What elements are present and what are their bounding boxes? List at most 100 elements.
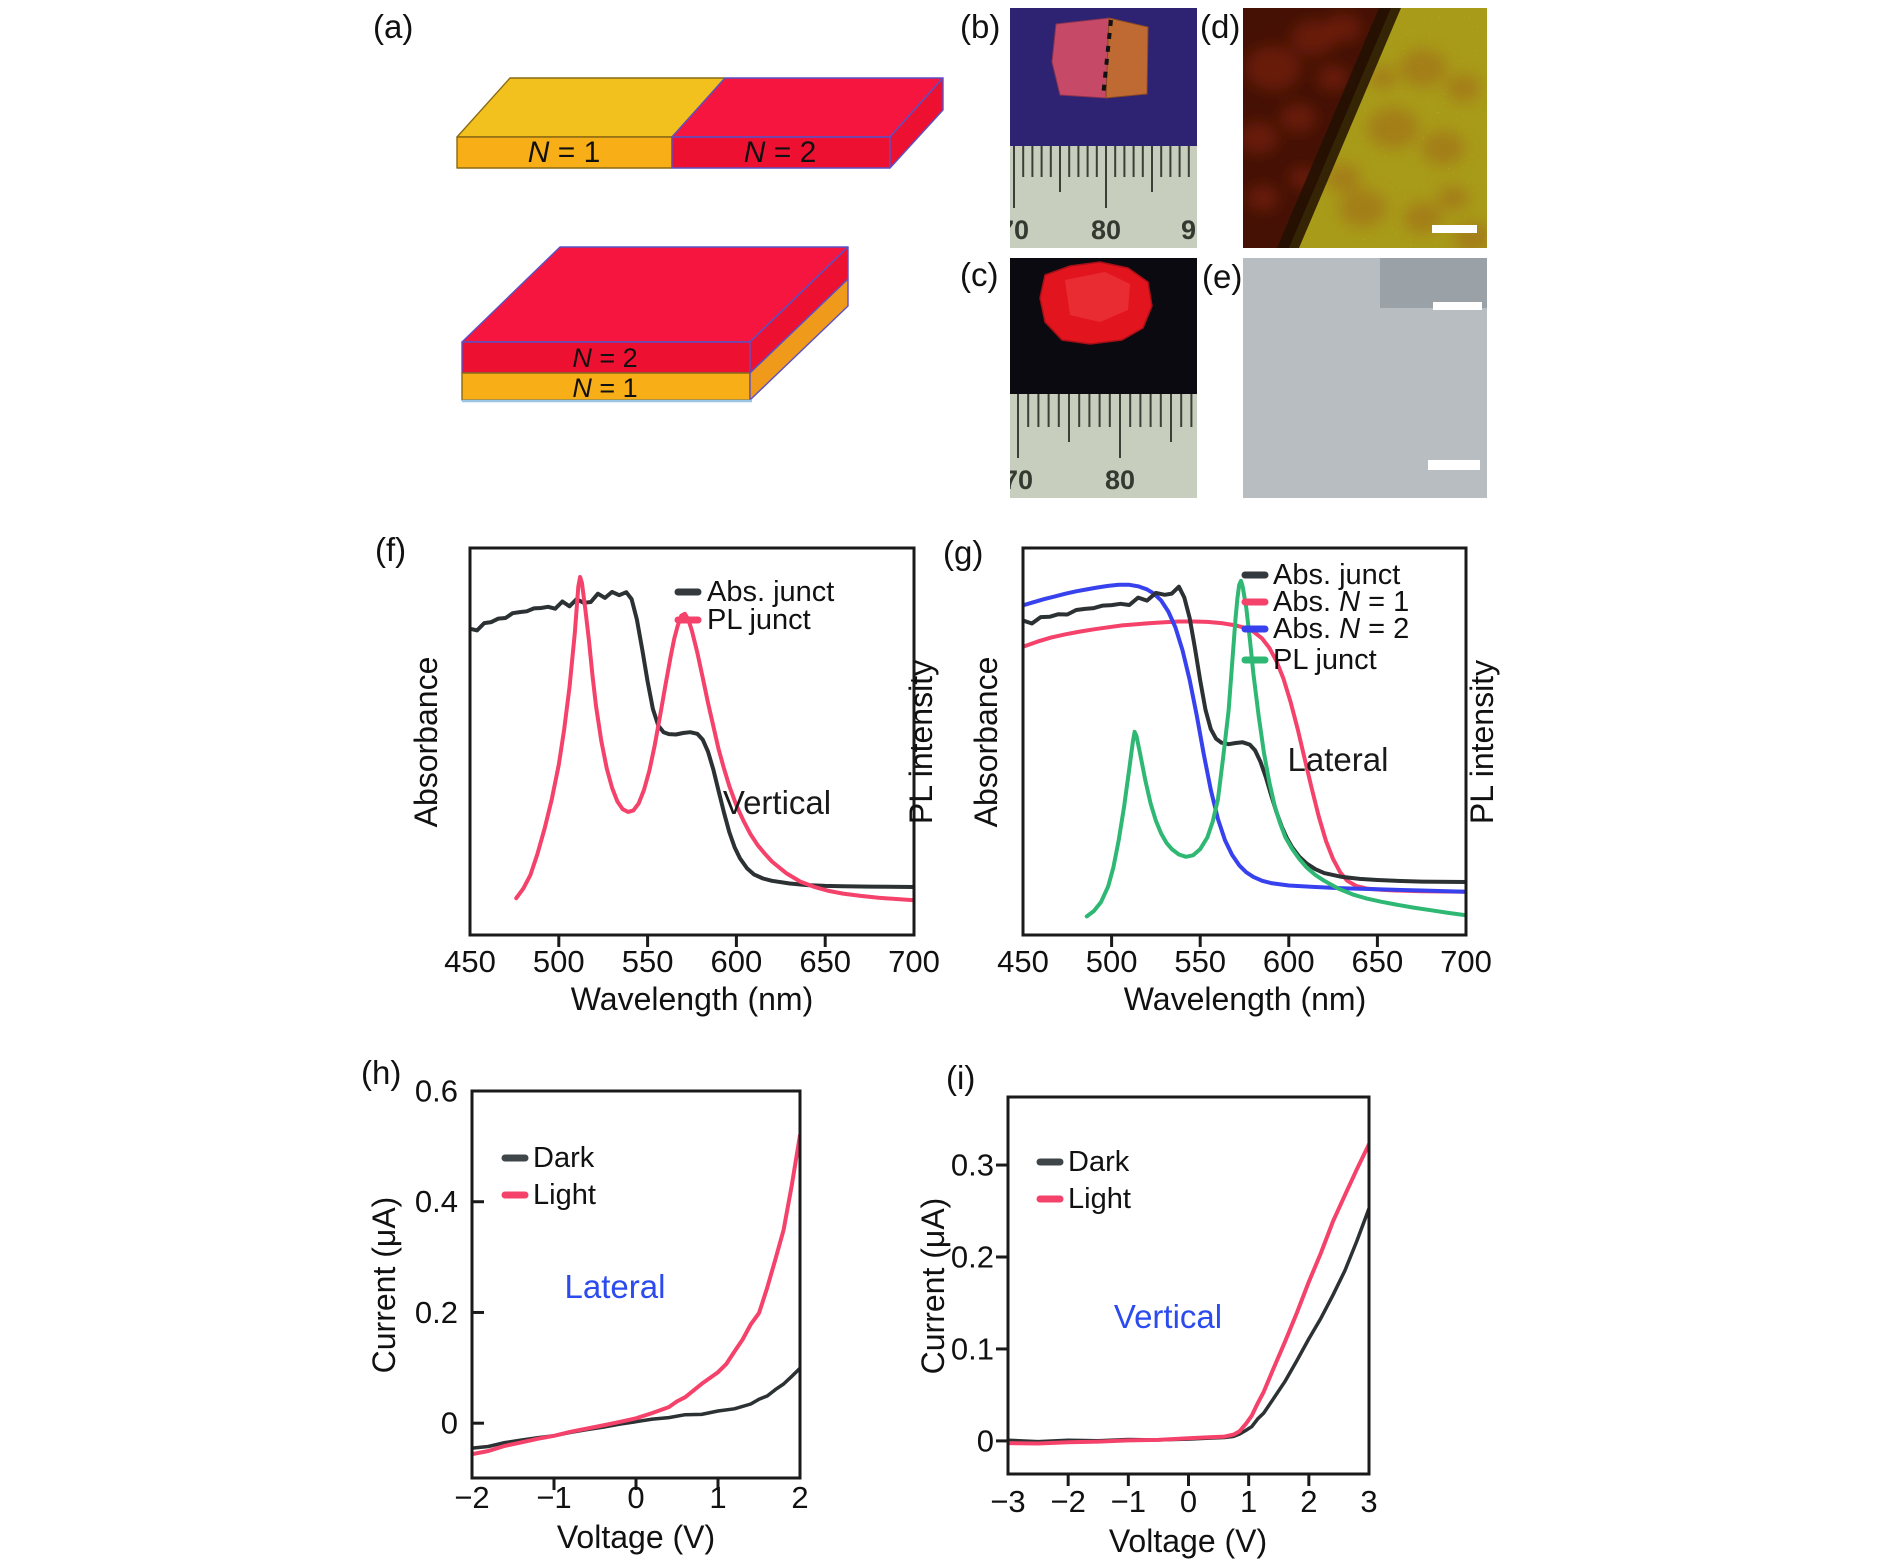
scale-bar bbox=[1432, 225, 1477, 233]
x-tick-label: 1 bbox=[1240, 1484, 1257, 1519]
ruler-b: 70 80 90 bbox=[1010, 146, 1197, 248]
x-tick-label: −1 bbox=[536, 1480, 571, 1515]
x-tick-label: 450 bbox=[997, 944, 1049, 979]
ruler-b-ticks bbox=[1013, 146, 1190, 208]
legend-label: Abs. N = 1 bbox=[1273, 586, 1409, 618]
series-group bbox=[472, 1133, 800, 1457]
panel-label-a: (a) bbox=[373, 8, 414, 45]
plot-frame bbox=[1021, 546, 1468, 937]
y-tick-label: 0 bbox=[441, 1406, 458, 1441]
ruler-c: 70 80 bbox=[1010, 394, 1197, 498]
y-axis-title-right: PL intensity bbox=[1464, 660, 1500, 824]
panel-label-b: (b) bbox=[960, 8, 1001, 45]
y-tick-label: 0.2 bbox=[415, 1295, 458, 1330]
legend-label: Abs. junct bbox=[707, 576, 834, 608]
chart-lateral-spectra: 450 500 550 600 650 700 Wavelength (nm) Absorba… bbox=[968, 546, 1500, 1017]
y-tick-label: 0.6 bbox=[415, 1074, 458, 1109]
x-tick-label: 700 bbox=[888, 944, 940, 979]
label-lateral-n1: N = 1 bbox=[528, 136, 601, 169]
plot-frame bbox=[468, 546, 916, 937]
x-tick-label: 450 bbox=[444, 944, 496, 979]
series-abs-n-2 bbox=[1023, 582, 1466, 894]
y-tick-label: 0.2 bbox=[951, 1239, 994, 1274]
crystal-b-orange-half bbox=[1105, 17, 1149, 99]
ruler-c-ticks bbox=[1017, 394, 1193, 458]
y-axis-title-right: PL intensity bbox=[903, 660, 939, 824]
panel-label-e: (e) bbox=[1202, 258, 1243, 295]
x-tick-label: 650 bbox=[799, 944, 851, 979]
legend-label: Dark bbox=[1068, 1146, 1130, 1178]
ruler-c-number: 70 bbox=[1010, 465, 1034, 495]
series-group bbox=[470, 575, 914, 903]
scale-bar bbox=[1428, 460, 1480, 470]
series-group bbox=[1023, 578, 1466, 919]
chart-vertical-iv: −3 −2 −1 0 1 2 3 0 0.1 0.2 0.3 Voltage (V) Current (… bbox=[915, 1095, 1378, 1559]
series-pl-junct bbox=[1084, 578, 1466, 919]
x-tick-label: 2 bbox=[1300, 1484, 1317, 1519]
panel-label-d: (d) bbox=[1200, 8, 1241, 45]
label-vertical-n1: N = 1 bbox=[572, 373, 637, 403]
y-tick-label: 0.1 bbox=[951, 1331, 994, 1366]
ruler-b-number: 80 bbox=[1090, 215, 1122, 245]
legend-label: Dark bbox=[533, 1142, 595, 1174]
series-light bbox=[1008, 1142, 1369, 1446]
x-tick-label: 0 bbox=[627, 1480, 644, 1515]
x-tick-label: 2 bbox=[791, 1480, 808, 1515]
y-tick-label: 0.3 bbox=[951, 1148, 994, 1183]
plot-frame bbox=[1006, 1095, 1371, 1476]
y-axis-title-left: Absorbance bbox=[968, 657, 1004, 828]
grain-overlay bbox=[1243, 8, 1487, 248]
panel-label-f: (f) bbox=[375, 531, 407, 568]
ruler-c-number: 80 bbox=[1104, 465, 1136, 495]
x-tick-label: 600 bbox=[1263, 944, 1315, 979]
x-tick-label: 500 bbox=[1086, 944, 1138, 979]
label-vertical-n2: N = 2 bbox=[572, 343, 637, 373]
legend-label: PL junct bbox=[707, 604, 811, 636]
x-tick-label: 700 bbox=[1440, 944, 1492, 979]
legend-label: PL junct bbox=[1273, 644, 1377, 676]
chart-annotation: Vertical bbox=[1114, 1298, 1222, 1335]
series-group bbox=[1008, 1142, 1369, 1446]
ruler-b-number: 70 bbox=[1010, 215, 1030, 245]
chart-annotation: Vertical bbox=[723, 784, 831, 821]
panel-label-i: (i) bbox=[946, 1059, 976, 1096]
series-abs-n-1 bbox=[1023, 619, 1466, 894]
micrograph-junction bbox=[1243, 8, 1487, 248]
y-axis-title-left: Current (μA) bbox=[366, 1197, 402, 1374]
x-axis-title: Wavelength (nm) bbox=[571, 981, 813, 1017]
x-axis-title: Wavelength (nm) bbox=[1124, 981, 1366, 1017]
x-tick-label: 600 bbox=[711, 944, 763, 979]
series-dark bbox=[472, 1366, 800, 1450]
series-abs-junct bbox=[1023, 584, 1466, 884]
panel-label-h: (h) bbox=[361, 1054, 402, 1091]
x-axis-title: Voltage (V) bbox=[1109, 1523, 1267, 1559]
x-tick-label: 0 bbox=[1180, 1484, 1197, 1519]
y-tick-label: 0 bbox=[977, 1423, 994, 1458]
x-tick-label: 550 bbox=[1174, 944, 1226, 979]
scale-bar bbox=[1433, 302, 1482, 310]
lateral-junction-crystal bbox=[1051, 17, 1149, 99]
chart-annotation: Lateral bbox=[1288, 741, 1389, 778]
x-axis-title: Voltage (V) bbox=[557, 1519, 715, 1555]
y-tick-label: 0.4 bbox=[415, 1184, 458, 1219]
x-tick-label: −2 bbox=[1050, 1484, 1085, 1519]
vertical-slab-side-n1 bbox=[749, 278, 849, 401]
legend-label: Abs. N = 2 bbox=[1273, 613, 1409, 645]
panel-label-g: (g) bbox=[943, 534, 984, 571]
inset-square bbox=[1380, 258, 1487, 308]
legend-label: Light bbox=[1068, 1183, 1131, 1215]
chart-lateral-iv: −2 −1 0 1 2 0 0.2 0.4 0.6 Voltage (V) Current (μA)… bbox=[366, 1074, 809, 1556]
x-tick-label: 550 bbox=[622, 944, 674, 979]
panel-label-c: (c) bbox=[960, 256, 999, 293]
y-axis-title-left: Absorbance bbox=[408, 657, 444, 828]
photo-vertical-crystal: 70 80 bbox=[1010, 258, 1197, 498]
vertical-junction-crystal bbox=[1039, 261, 1153, 345]
x-tick-label: −3 bbox=[990, 1484, 1025, 1519]
x-tick-label: −1 bbox=[1111, 1484, 1146, 1519]
micrograph-junction-image bbox=[1243, 8, 1487, 248]
crystal-c-highlight bbox=[1065, 272, 1130, 322]
lateral-slab-side-n2 bbox=[889, 77, 944, 169]
y-axis-title-left: Current (μA) bbox=[915, 1198, 951, 1375]
